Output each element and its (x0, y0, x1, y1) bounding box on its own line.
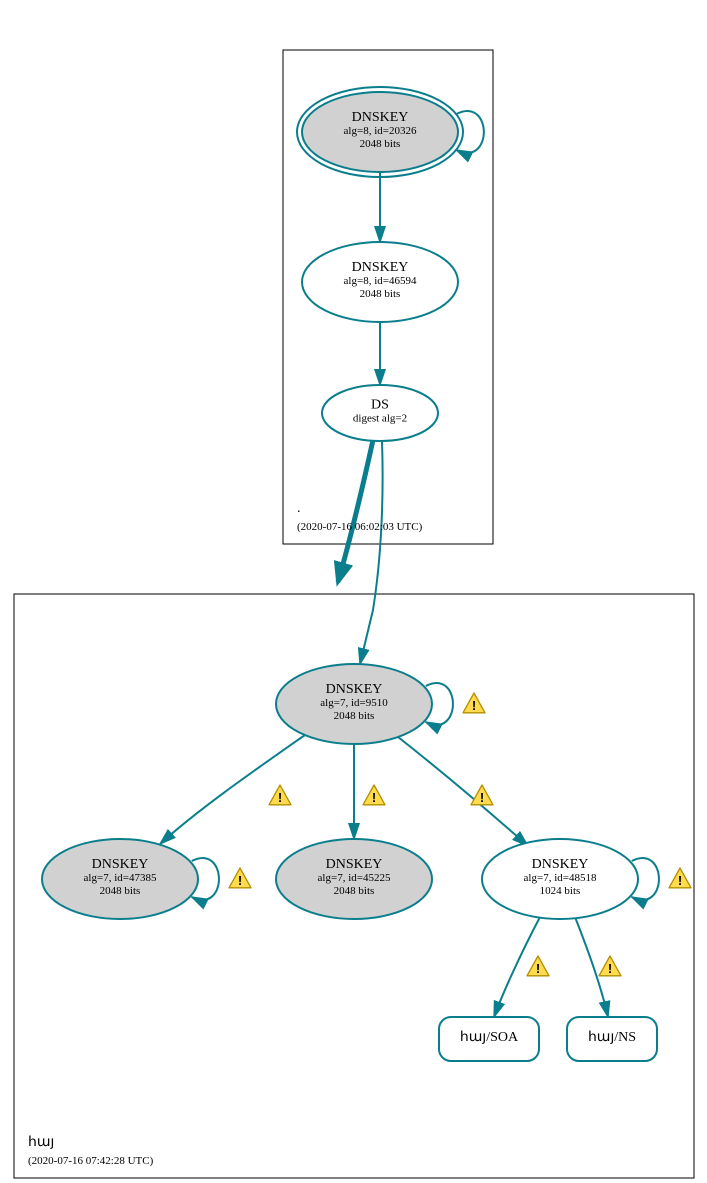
node-k20326-line2: 2048 bits (360, 138, 401, 150)
node-k48518-line1: alg=7, id=48518 (524, 872, 597, 884)
node-k45225-line1: alg=7, id=45225 (318, 872, 391, 884)
warning-selfloop-k48518: ! (669, 868, 691, 888)
node-soa-line0: հայ/SOA (460, 1030, 519, 1045)
node-k46594-line1: alg=8, id=46594 (344, 275, 417, 287)
node-k47385-line2: 2048 bits (100, 885, 141, 897)
node-k47385: DNSKEYalg=7, id=473852048 bits (42, 839, 219, 919)
node-k48518-line0: DNSKEY (532, 857, 589, 872)
svg-text:!: ! (472, 698, 476, 713)
zone-zone-name: հայ (28, 1135, 54, 1150)
node-k47385-line1: alg=7, id=47385 (84, 872, 157, 884)
svg-text:!: ! (278, 790, 282, 805)
node-k46594-line0: DNSKEY (352, 260, 409, 275)
node-k47385-line0: DNSKEY (92, 857, 149, 872)
node-ds-line0: DS (371, 398, 389, 413)
selfloop-k20326 (456, 111, 483, 153)
svg-text:!: ! (608, 961, 612, 976)
warning-selfloop-k47385: ! (229, 868, 251, 888)
node-k48518: DNSKEYalg=7, id=485181024 bits (482, 839, 659, 919)
svg-text:!: ! (678, 873, 682, 888)
edge-8-k48518-ns (575, 917, 608, 1017)
zone-zone-timestamp: (2020-07-16 07:42:28 UTC) (28, 1155, 154, 1167)
node-soa: հայ/SOA (439, 1017, 539, 1061)
node-k46594-line2: 2048 bits (360, 288, 401, 300)
node-ns-line0: հայ/NS (588, 1030, 636, 1045)
edge-2-ds-root_box_corner (338, 440, 373, 582)
node-k20326-line0: DNSKEY (352, 110, 409, 125)
node-k9510-line0: DNSKEY (326, 682, 383, 697)
node-k9510-line2: 2048 bits (334, 710, 375, 722)
node-k45225-line2: 2048 bits (334, 885, 375, 897)
warning-edge-6: ! (471, 785, 493, 805)
edge-6-k9510-k48518 (398, 737, 528, 846)
warning-selfloop-k9510: ! (463, 693, 485, 713)
node-ds: DSdigest alg=2 (322, 385, 438, 441)
edge-4-k9510-k47385 (160, 735, 305, 844)
node-k45225: DNSKEYalg=7, id=452252048 bits (276, 839, 432, 919)
svg-text:!: ! (536, 961, 540, 976)
zone-boxes-layer (14, 50, 694, 1178)
root-zone-name: . (297, 501, 301, 516)
node-ds-line1: digest alg=2 (353, 413, 407, 425)
node-k20326-line1: alg=8, id=20326 (344, 125, 417, 137)
warning-edge-7: ! (527, 956, 549, 976)
warnings-layer: !!!!!!!! (229, 693, 691, 976)
warning-edge-4: ! (269, 785, 291, 805)
dnssec-diagram: DNSKEYalg=8, id=203262048 bitsDNSKEYalg=… (0, 0, 707, 1183)
warning-edge-8: ! (599, 956, 621, 976)
node-k9510: DNSKEYalg=7, id=95102048 bits (276, 664, 453, 744)
warning-edge-5: ! (363, 785, 385, 805)
node-k9510-line1: alg=7, id=9510 (320, 697, 388, 709)
nodes-layer: DNSKEYalg=8, id=203262048 bitsDNSKEYalg=… (42, 87, 659, 1061)
node-k46594: DNSKEYalg=8, id=465942048 bits (302, 242, 458, 322)
svg-text:!: ! (238, 873, 242, 888)
node-k20326: DNSKEYalg=8, id=203262048 bits (297, 87, 484, 177)
root-zone-timestamp: (2020-07-16 06:02:03 UTC) (297, 521, 423, 533)
svg-text:!: ! (480, 790, 484, 805)
node-k45225-line0: DNSKEY (326, 857, 383, 872)
node-ns: հայ/NS (567, 1017, 657, 1061)
box-labels-layer: . (2020-07-16 06:02:03 UTC) հայ (2020-07-16… (28, 501, 423, 1167)
node-k48518-line2: 1024 bits (540, 885, 581, 897)
svg-text:!: ! (372, 790, 376, 805)
